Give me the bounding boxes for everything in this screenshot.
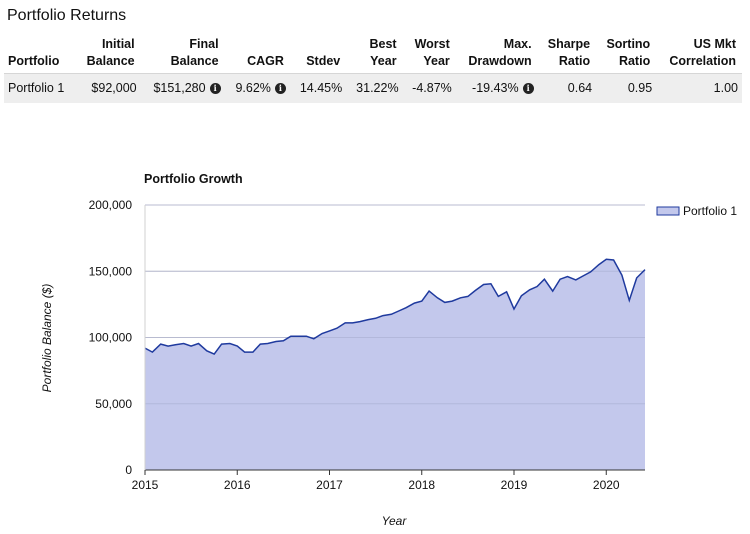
cell-sortino-ratio: 0.95	[627, 81, 653, 95]
cell-us-mkt-correlation: 1.00	[713, 81, 738, 95]
cell-max-drawdown-value: -19.43%	[472, 81, 519, 95]
cell-cagr: 9.62% i	[225, 74, 290, 104]
x-tick-label: 2019	[501, 478, 528, 492]
legend-label-portfolio-1: Portfolio 1	[683, 204, 737, 218]
legend-swatch	[656, 206, 680, 216]
page-title: Portfolio Returns	[7, 7, 127, 24]
x-tick-label: 2016	[224, 478, 251, 492]
chart-axes	[144, 205, 645, 475]
chart-title: Portfolio Growth	[144, 172, 243, 186]
header-final-balance: Final Balance	[170, 37, 219, 68]
cell-initial-balance: $92,000	[91, 81, 137, 95]
cell-cagr-value: 9.62%	[235, 81, 271, 95]
header-sharpe-ratio: Sharpe Ratio	[547, 37, 591, 68]
header-best-year: Best Year	[369, 37, 397, 68]
x-tick-label: 2018	[408, 478, 435, 492]
header-portfolio: Portfolio	[8, 54, 60, 68]
header-worst-year: Worst Year	[414, 37, 450, 68]
cell-worst-year: -4.87%	[412, 81, 452, 95]
header-initial-balance: Initial Balance	[86, 37, 135, 68]
header-sortino-ratio: Sortino Ratio	[606, 37, 651, 68]
header-max-drawdown: Max. Drawdown	[468, 37, 532, 68]
returns-table-header-row: Portfolio Initial Balance Final Balance …	[4, 36, 742, 74]
header-cagr: CAGR	[247, 54, 284, 68]
cell-final-balance: $151,280 i	[141, 74, 225, 104]
returns-table: Portfolio Initial Balance Final Balance …	[4, 36, 742, 103]
cell-stdev: 14.45%	[299, 81, 343, 95]
y-tick-labels: 0 50,000 100,000 150,000 200,000	[89, 198, 133, 477]
y-tick-label: 100,000	[89, 331, 133, 345]
y-tick-label: 0	[125, 463, 132, 477]
info-icon[interactable]: i	[274, 83, 286, 94]
chart-legend[interactable]: Portfolio 1	[656, 204, 737, 218]
series-line-portfolio-1	[144, 258, 646, 356]
cell-portfolio: Portfolio 1	[8, 81, 65, 95]
table-row: Portfolio 1 $92,000 $151,280 i 9.62% i 14.…	[4, 73, 742, 104]
x-tick-label: 2015	[132, 478, 159, 492]
y-tick-label: 50,000	[95, 397, 132, 411]
info-icon[interactable]: i	[209, 83, 221, 94]
cell-sharpe-ratio: 0.64	[567, 81, 593, 95]
x-axis-label: Year	[382, 514, 408, 528]
chart-series-area	[144, 204, 646, 470]
cell-final-balance-value: $151,280	[153, 81, 206, 95]
y-tick-label: 150,000	[89, 264, 133, 278]
header-stdev: Stdev	[306, 54, 341, 68]
series-area-fill	[145, 259, 645, 470]
x-tick-labels: 2015 2016 2017 2018 2019 2020	[132, 478, 620, 492]
cell-best-year: 31.22%	[356, 81, 399, 95]
x-tick-label: 2020	[593, 478, 620, 492]
info-icon[interactable]: i	[522, 83, 534, 94]
header-us-mkt-correlation: US Mkt Correlation	[669, 37, 736, 68]
y-axis-label: Portfolio Balance ($)	[40, 284, 54, 393]
y-tick-label: 200,000	[89, 198, 133, 212]
cell-max-drawdown: -19.43% i	[456, 74, 538, 104]
x-tick-label: 2017	[316, 478, 343, 492]
